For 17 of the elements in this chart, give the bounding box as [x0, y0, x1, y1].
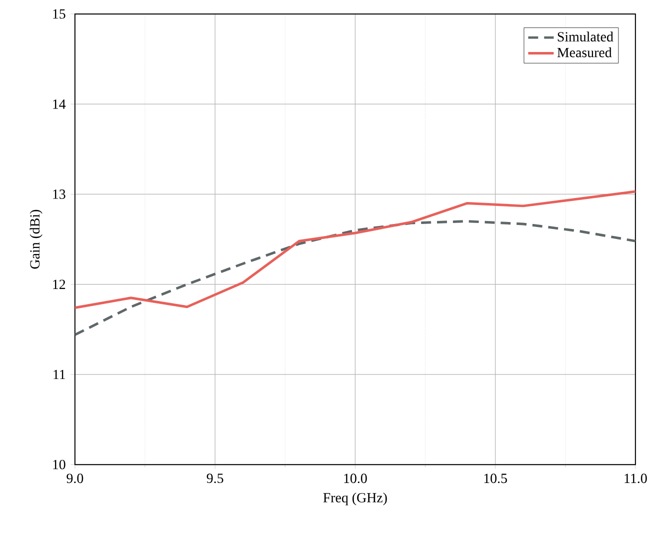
x-tick-label: 10.0	[344, 474, 367, 484]
legend-label: Simulated	[558, 32, 614, 42]
y-tick-label: 15	[53, 10, 66, 19]
legend-label: Measured	[557, 48, 612, 58]
x-tick-label: 9.0	[66, 474, 84, 484]
x-tick-label: 11.0	[624, 474, 647, 484]
y-tick-label: 14	[53, 100, 66, 109]
x-tick-label: 9.5	[206, 474, 224, 484]
line-series	[74, 220, 636, 336]
line-series	[74, 190, 636, 310]
y-tick-label: 10	[53, 460, 66, 470]
y-tick-label: 13	[53, 190, 66, 200]
y-tick-label: 12	[53, 280, 66, 290]
y-axis-title: Gain (dBi)	[30, 210, 42, 269]
y-tick-label: 11	[54, 370, 66, 380]
x-tick-label: 10.5	[484, 474, 507, 484]
x-axis-title: Freq (GHz)	[323, 492, 387, 506]
